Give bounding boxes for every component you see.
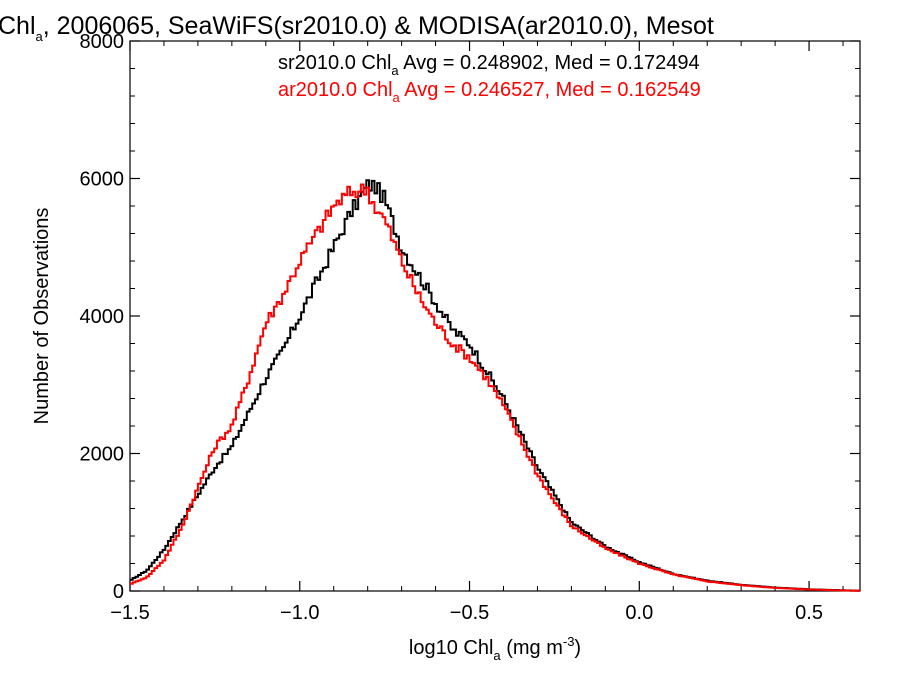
y-tick-label: 6000 [80, 169, 125, 191]
xlabel-sub: a [493, 648, 501, 663]
xlabel-sup: -3 [563, 634, 575, 649]
y-axis-ticks: 0 2000 4000 6000 8000 [80, 31, 860, 603]
annotation-black-prefix: sr2010.0 Chl [278, 52, 391, 74]
annotation-red-suffix: Avg = 0.246527, Med = 0.162549 [400, 79, 701, 101]
plot-frame [129, 40, 861, 592]
title-sub: a [36, 29, 44, 44]
annotation-black-stats: sr2010.0 Chla Avg = 0.248902, Med = 0.17… [278, 52, 700, 78]
x-tick-label: −1.0 [280, 602, 319, 624]
x-tick-label: −0.5 [450, 602, 489, 624]
xlabel-rest: (mg m [501, 637, 563, 659]
y-tick-label: 8000 [80, 31, 125, 53]
title-rest: , 2006065, SeaWiFS(sr2010.0) & MODISA(ar… [43, 12, 714, 40]
xlabel-end: ) [574, 637, 581, 659]
annotation-red-sub: a [393, 90, 401, 105]
series-line-black [130, 179, 860, 592]
y-tick-label: 0 [113, 581, 124, 603]
annotation-red-stats: ar2010.0 Chla Avg = 0.246527, Med = 0.16… [278, 79, 701, 105]
y-axis-label: Number of Observations [31, 208, 53, 425]
chart-title: Chla, 2006065, SeaWiFS(sr2010.0) & MODIS… [0, 12, 714, 44]
x-axis-ticks: −1.5 −1.0 −0.5 0.0 0.5 [110, 41, 844, 624]
x-axis-label: log10 Chla (mg m-3) [409, 634, 581, 663]
annotation-red-prefix: ar2010.0 Chl [278, 79, 393, 101]
x-tick-label: −1.5 [110, 602, 149, 624]
y-tick-label: 2000 [80, 444, 125, 466]
series-group [130, 179, 860, 592]
x-tick-label: 0.5 [795, 602, 823, 624]
series-line-red [130, 183, 860, 592]
x-tick-label: 0.0 [625, 602, 653, 624]
xlabel-main: log10 Chl [409, 637, 494, 659]
annotation-black-sub: a [391, 63, 399, 78]
y-tick-label: 4000 [80, 306, 125, 328]
annotation-black-suffix: Avg = 0.248902, Med = 0.172494 [399, 52, 700, 74]
title-main: Chl [0, 12, 36, 40]
